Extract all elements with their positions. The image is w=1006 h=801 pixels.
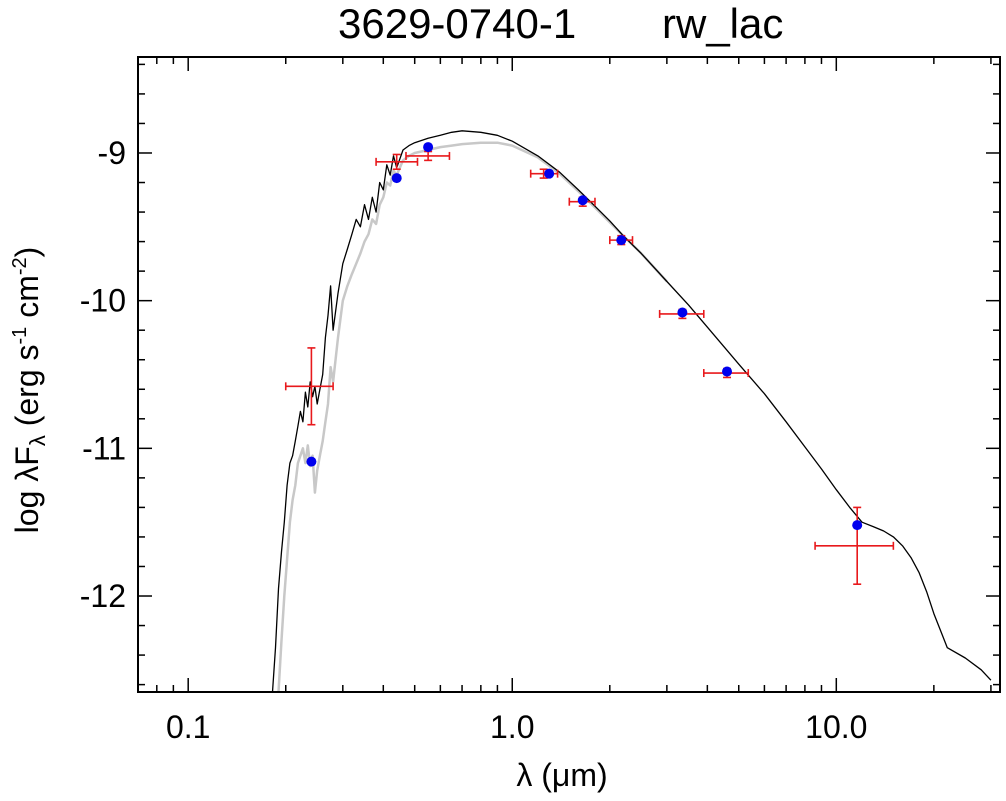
x-tick-label: 1.0 [490,709,534,745]
y-tick-label: -12 [80,578,126,614]
y-label-sup2: -2 [9,257,31,275]
observed-point [284,347,334,426]
y-label-close: ) [9,247,45,258]
plot-area: 0.1 1.0 10.0 -9 -10 -11 -12 [80,56,1001,745]
synthetic-point [391,173,402,184]
synthetic-point [306,456,317,467]
synthetic-point [423,142,434,153]
y-label-sub: λ [25,435,50,446]
y-label-prefix: log λF [9,446,45,533]
x-tick-label: 10.0 [805,709,867,745]
synthetic-point [577,195,588,206]
synthetic-point [722,366,733,377]
x-axis-label: λ (μm) [516,757,607,793]
x-tick-label: 0.1 [166,709,210,745]
model-spectrum-line [271,130,992,692]
synthetic-point [852,520,863,531]
y-axis-label: log λFλ (erg s-1 cm-2) [9,247,50,534]
synthetic-point [677,307,688,318]
y-tick-label: -10 [80,283,126,319]
observed-point [814,506,895,585]
y-label-sup1: -1 [9,327,31,345]
y-label-mid: cm [9,275,45,327]
synthetic-point [616,235,627,246]
plot-frame [137,56,1001,693]
model-spectrum-grey-line [277,141,668,692]
chart-title-name: rw_lac [662,0,783,47]
y-tick-label: -9 [98,135,126,171]
observed-point [375,153,419,171]
synthetic-point [544,168,555,179]
y-tick-label: -11 [82,430,126,466]
chart-title-id: 3629-0740-1 [338,0,576,47]
y-label-open: (erg s [9,344,45,435]
